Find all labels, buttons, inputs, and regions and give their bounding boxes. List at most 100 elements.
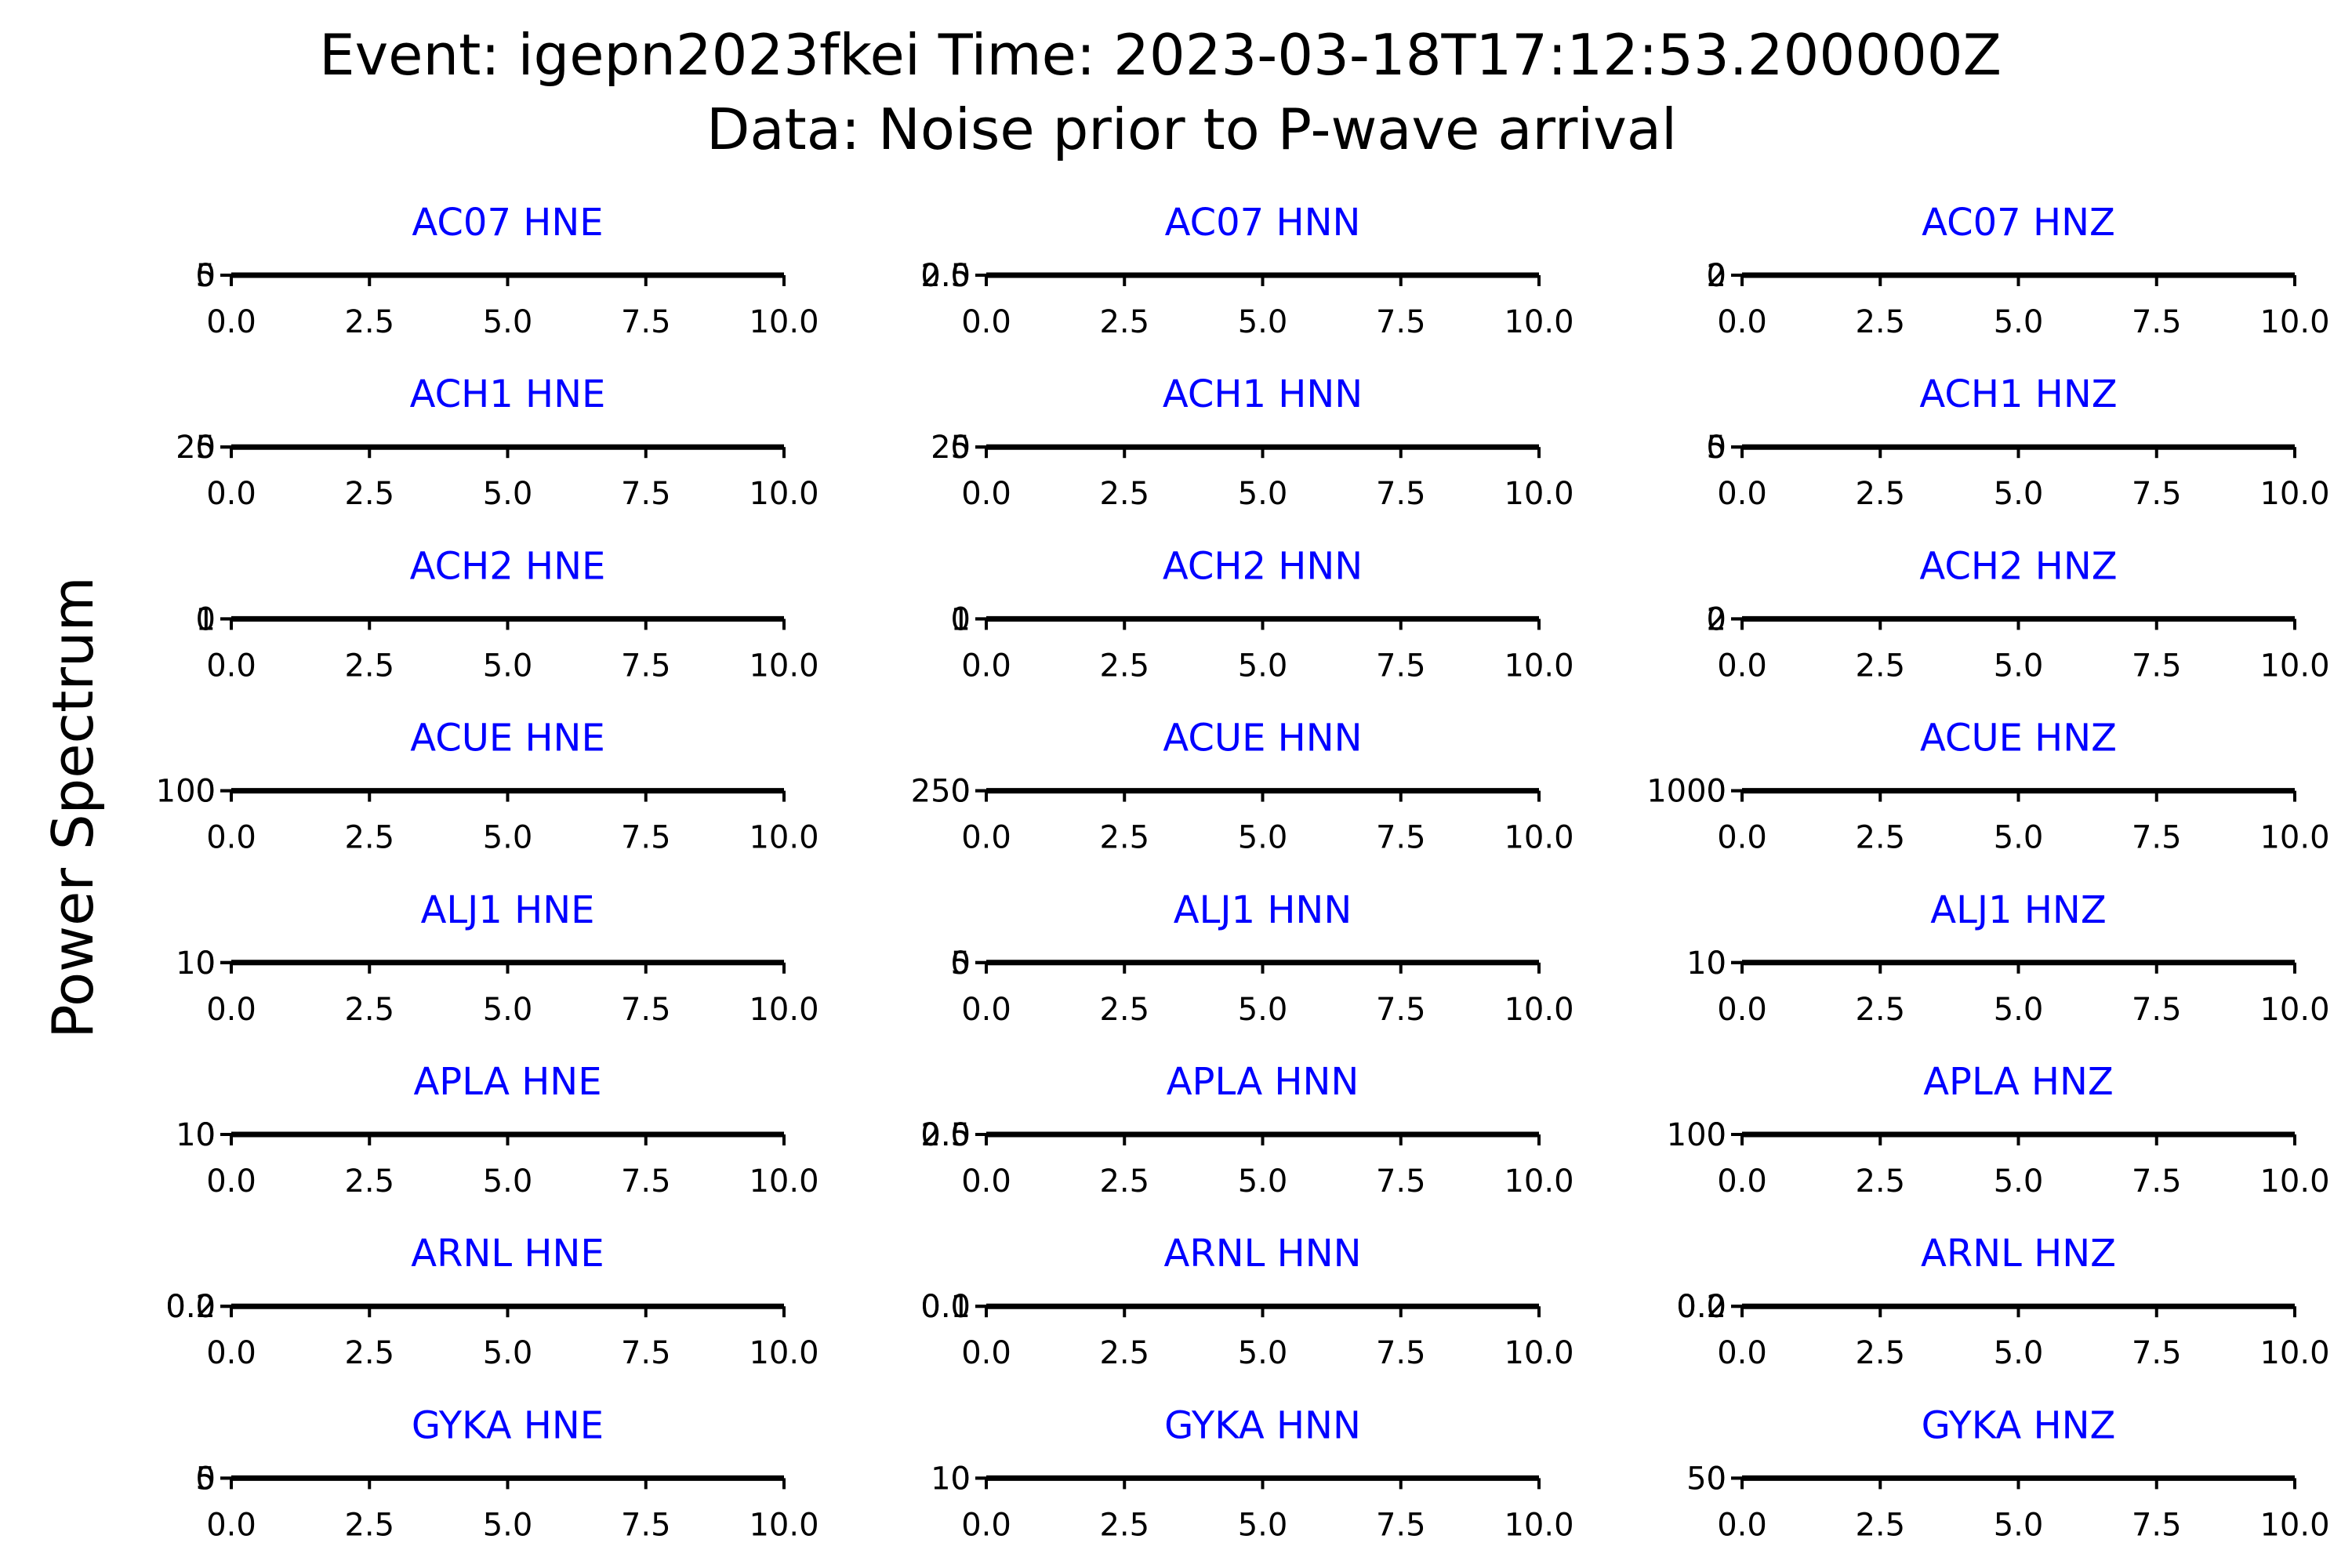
- x-tick-label: 10.0: [749, 476, 818, 512]
- x-tick-label: 0.0: [1717, 304, 1767, 340]
- panel-title: GYKA HNN: [1164, 1403, 1361, 1447]
- x-tick-label: 2.5: [344, 1335, 394, 1371]
- panel-title: ARNL HNE: [411, 1232, 604, 1276]
- x-tick-label: 2.5: [1855, 992, 1905, 1028]
- y-tick-label: 0: [951, 1461, 971, 1497]
- y-tick-label: 25: [176, 430, 216, 466]
- x-tick-label: 0.0: [961, 304, 1011, 340]
- y-tick-label: 10: [1686, 946, 1726, 982]
- x-tick-label: 7.5: [2132, 1335, 2182, 1371]
- panel-title: ACH2 HNN: [1163, 544, 1363, 588]
- x-tick-label: 0.0: [206, 304, 256, 340]
- y-tick-label: 0: [196, 946, 216, 982]
- x-tick-label: 2.5: [1099, 1335, 1149, 1371]
- x-tick-label: 2.5: [1099, 648, 1149, 684]
- x-tick-label: 0.0: [961, 1163, 1011, 1200]
- x-tick-label: 0.0: [1717, 1163, 1767, 1200]
- x-tick-label: 7.5: [621, 648, 671, 684]
- subplot-panel: AC07 HNE 05 0.0 2.5 5.0 7.5 10.0: [196, 201, 819, 340]
- panel-title: ARNL HNZ: [1921, 1232, 2116, 1276]
- panel-title: AC07 HNN: [1165, 201, 1361, 245]
- panel-title: ALJ1 HNE: [421, 888, 595, 932]
- y-tick-label: 5: [951, 946, 971, 982]
- subplot-panel: ACH1 HNZ 05 0.0 2.5 5.0 7.5 10.0: [1707, 372, 2330, 512]
- x-tick-label: 5.0: [1238, 648, 1288, 684]
- subplot-panel: ACH1 HNN 025 0.0 2.5 5.0 7.5 10.0: [931, 372, 1573, 512]
- y-tick-label: 1000: [1646, 774, 1726, 810]
- subplot-panel: GYKA HNZ 050 0.0 2.5 5.0 7.5 10.0: [1686, 1403, 2329, 1543]
- x-tick-label: 10.0: [749, 304, 818, 340]
- panel-title: ACH2 HNE: [410, 544, 606, 588]
- subplot-panel: AC07 HNZ 02 0.0 2.5 5.0 7.5 10.0: [1707, 201, 2330, 340]
- y-tick-label: 0: [1707, 774, 1726, 810]
- y-tick-label: 0: [196, 601, 216, 637]
- x-tick-label: 0.0: [206, 1335, 256, 1371]
- x-tick-label: 5.0: [1994, 304, 2044, 340]
- x-tick-label: 7.5: [621, 304, 671, 340]
- x-tick-label: 7.5: [2132, 820, 2182, 856]
- y-tick-label: 2: [1707, 601, 1726, 637]
- panel-title: GYKA HNE: [412, 1403, 604, 1447]
- x-tick-label: 10.0: [2259, 1163, 2329, 1200]
- y-tick-label: 0: [951, 601, 971, 637]
- x-tick-label: 5.0: [483, 820, 533, 856]
- x-tick-label: 10.0: [2259, 1335, 2329, 1371]
- x-tick-label: 5.0: [1994, 1335, 2044, 1371]
- y-tick-label: 50: [1686, 1461, 1726, 1497]
- subplot-panel: GYKA HNE 05 0.0 2.5 5.0 7.5 10.0: [196, 1403, 819, 1543]
- x-tick-label: 10.0: [749, 1507, 818, 1543]
- y-tick-label: 0.0: [920, 258, 971, 294]
- x-tick-label: 5.0: [1994, 1507, 2044, 1543]
- y-tick-label: 100: [1667, 1117, 1726, 1153]
- y-tick-label: 100: [156, 774, 216, 810]
- y-tick-label: 25: [931, 430, 971, 466]
- y-tick-label: 2.5: [920, 1117, 971, 1153]
- x-tick-label: 7.5: [621, 1507, 671, 1543]
- x-tick-label: 0.0: [961, 1335, 1011, 1371]
- x-tick-label: 7.5: [1376, 648, 1426, 684]
- panel-title: ACH1 HNE: [410, 372, 606, 416]
- x-tick-label: 0.0: [206, 820, 256, 856]
- x-tick-label: 7.5: [2132, 476, 2182, 512]
- y-tick-label: 0.0: [165, 1289, 216, 1325]
- subplot-panel: ALJ1 HNZ 010 0.0 2.5 5.0 7.5 10.0: [1686, 888, 2329, 1028]
- subplot-panel: ALJ1 HNE 010 0.0 2.5 5.0 7.5 10.0: [176, 888, 818, 1028]
- x-tick-label: 5.0: [1238, 476, 1288, 512]
- x-tick-label: 7.5: [621, 992, 671, 1028]
- x-tick-label: 0.0: [206, 992, 256, 1028]
- x-tick-label: 10.0: [1504, 1507, 1573, 1543]
- panel-title: ACH1 HNN: [1163, 372, 1363, 416]
- panel-title: APLA HNN: [1167, 1060, 1359, 1104]
- x-tick-label: 5.0: [483, 476, 533, 512]
- x-tick-label: 10.0: [749, 992, 818, 1028]
- x-tick-label: 10.0: [2259, 992, 2329, 1028]
- x-tick-label: 10.0: [1504, 1163, 1573, 1200]
- x-tick-label: 10.0: [2259, 304, 2329, 340]
- x-tick-label: 2.5: [1099, 1163, 1149, 1200]
- x-tick-label: 5.0: [1994, 648, 2044, 684]
- y-tick-label: 5: [196, 258, 216, 294]
- x-tick-label: 2.5: [1099, 1507, 1149, 1543]
- y-tick-label: 0: [1707, 601, 1726, 637]
- y-tick-label: 1: [196, 601, 216, 637]
- x-tick-label: 7.5: [1376, 1507, 1426, 1543]
- x-tick-label: 10.0: [1504, 648, 1573, 684]
- x-tick-label: 10.0: [1504, 1335, 1573, 1371]
- panel-title: ALJ1 HNZ: [1930, 888, 2106, 932]
- y-tick-label: 0: [1707, 258, 1726, 294]
- y-tick-label: 0: [1707, 1117, 1726, 1153]
- y-tick-label: 0: [196, 430, 216, 466]
- y-tick-label: 10: [931, 1461, 971, 1497]
- x-tick-label: 0.0: [961, 648, 1011, 684]
- y-tick-label: 0: [196, 774, 216, 810]
- y-tick-label: 0.2: [165, 1289, 216, 1325]
- x-tick-label: 7.5: [2132, 648, 2182, 684]
- x-tick-label: 0.0: [961, 1507, 1011, 1543]
- x-tick-label: 10.0: [749, 1335, 818, 1371]
- y-tick-label: 0.0: [920, 1289, 971, 1325]
- x-tick-label: 0.0: [961, 476, 1011, 512]
